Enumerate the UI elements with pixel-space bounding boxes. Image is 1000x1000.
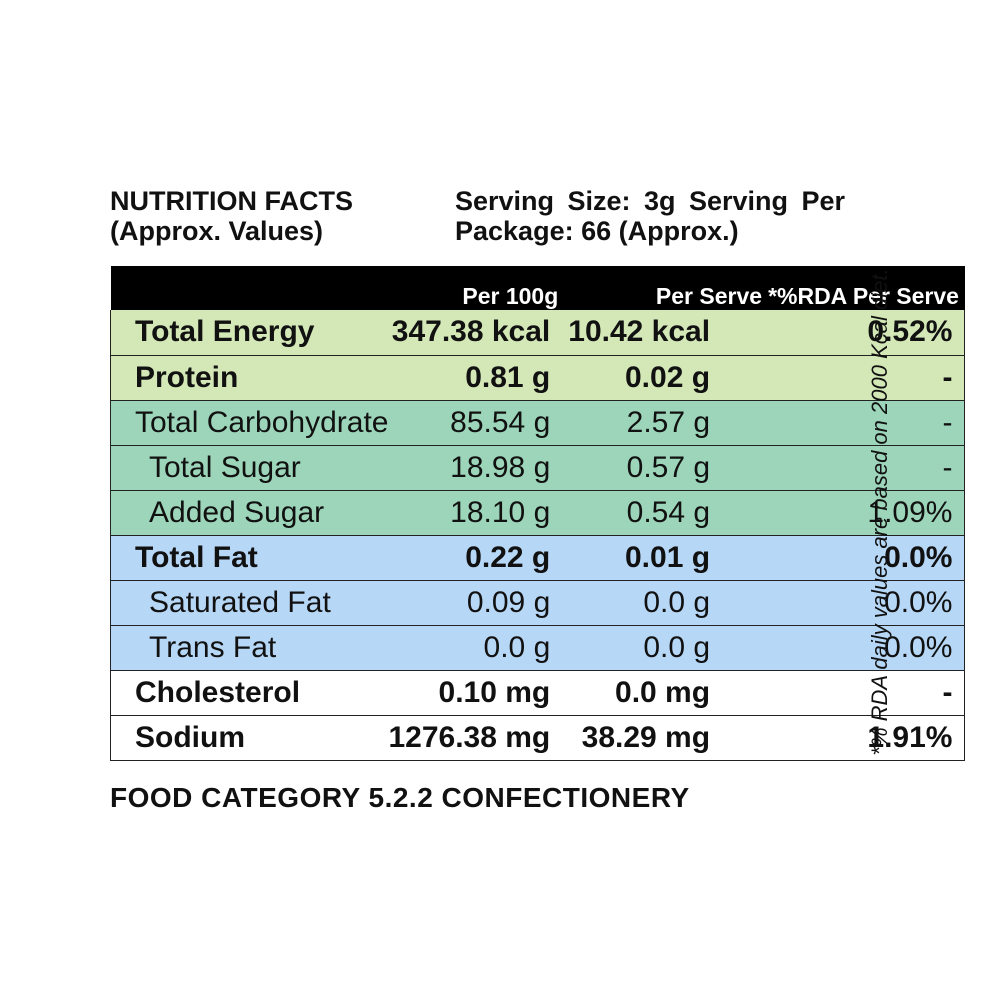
per-serve-value: 0.01 g bbox=[568, 535, 769, 581]
per-100g-value: 0.22 g bbox=[388, 535, 569, 581]
per-serve-value: 0.54 g bbox=[568, 490, 769, 536]
table-row-trans-fat: Trans Fat 0.0 g 0.0 g 0.0% bbox=[110, 625, 966, 671]
nutrition-title: NUTRITION FACTS bbox=[110, 186, 353, 216]
rda-value: - bbox=[768, 445, 966, 491]
per-serve-value: 10.42 kcal bbox=[568, 310, 769, 356]
nutrition-table: Per 100g Per Serve *%RDA Per Serve Total… bbox=[110, 266, 966, 761]
per-100g-value: 0.81 g bbox=[388, 355, 569, 401]
food-category-label: FOOD CATEGORY 5.2.2 CONFECTIONERY bbox=[110, 782, 690, 813]
per-serve-value: 0.02 g bbox=[568, 355, 769, 401]
rda-value: - bbox=[768, 355, 966, 401]
per-100g-value: 1276.38 mg bbox=[388, 715, 569, 761]
nutrient-name: Total Carbohydrate bbox=[110, 400, 389, 446]
table-row-protein: Protein 0.81 g 0.02 g - bbox=[110, 355, 966, 401]
per-100g-value: 0.0 g bbox=[388, 625, 569, 671]
nutrient-name: Trans Fat bbox=[110, 625, 389, 671]
nutrient-name: Protein bbox=[110, 355, 389, 401]
table-row-sodium: Sodium 1276.38 mg 38.29 mg 1.91% bbox=[110, 715, 966, 761]
column-header-per-100g: Per 100g bbox=[388, 266, 569, 310]
nutrient-name: Saturated Fat bbox=[110, 580, 389, 626]
nutrient-name: Total Fat bbox=[110, 535, 389, 581]
per-serve-value: 0.0 g bbox=[568, 625, 769, 671]
rda-value: 0.0% bbox=[768, 535, 966, 581]
column-header-rda: *%RDA Per Serve bbox=[768, 266, 965, 310]
per-serve-value: 0.0 g bbox=[568, 580, 769, 626]
per-100g-value: 85.54 g bbox=[388, 400, 569, 446]
table-row-total-carbohydrate: Total Carbohydrate 85.54 g 2.57 g - bbox=[110, 400, 966, 446]
table-row-saturated-fat: Saturated Fat 0.09 g 0.0 g 0.0% bbox=[110, 580, 966, 626]
rda-footnote: *% RDA daily values are based on 2000 Kc… bbox=[867, 268, 892, 756]
per-100g-value: 0.09 g bbox=[388, 580, 569, 626]
nutrition-title-block: NUTRITION FACTS (Approx. Values) bbox=[110, 186, 430, 246]
nutrient-name: Sodium bbox=[110, 715, 389, 761]
rda-value: 1.09% bbox=[768, 490, 966, 536]
per-100g-value: 347.38 kcal bbox=[388, 310, 569, 356]
approx-values-label: (Approx. Values) bbox=[110, 216, 324, 246]
per-100g-value: 18.98 g bbox=[388, 445, 569, 491]
table-header-row: Per 100g Per Serve *%RDA Per Serve bbox=[110, 266, 965, 310]
nutrient-name: Added Sugar bbox=[110, 490, 389, 536]
table-row-cholesterol: Cholesterol 0.10 mg 0.0 mg - bbox=[110, 670, 966, 716]
nutrient-name: Cholesterol bbox=[110, 670, 389, 716]
per-100g-value: 18.10 g bbox=[388, 490, 569, 536]
column-header-nutrient bbox=[110, 266, 389, 310]
servings-per-package-text: Package: 66 (Approx.) bbox=[455, 216, 739, 246]
rda-value: 0.52% bbox=[768, 310, 966, 356]
per-100g-value: 0.10 mg bbox=[388, 670, 569, 716]
rda-value: 1.91% bbox=[768, 715, 966, 761]
per-serve-value: 38.29 mg bbox=[568, 715, 769, 761]
per-serve-value: 0.57 g bbox=[568, 445, 769, 491]
column-header-per-serve: Per Serve bbox=[568, 266, 769, 310]
rda-value: - bbox=[768, 400, 966, 446]
rda-value: 0.0% bbox=[768, 580, 966, 626]
table-row-total-energy: Total Energy 347.38 kcal 10.42 kcal 0.52… bbox=[110, 310, 966, 356]
serving-size-text: Serving Size: 3g Serving Per bbox=[455, 186, 845, 216]
rda-value: 0.0% bbox=[768, 625, 966, 671]
table-row-total-fat: Total Fat 0.22 g 0.01 g 0.0% bbox=[110, 535, 966, 581]
per-serve-value: 0.0 mg bbox=[568, 670, 769, 716]
nutrient-name: Total Energy bbox=[110, 310, 389, 356]
nutrient-name: Total Sugar bbox=[110, 445, 389, 491]
serving-info-block: Serving Size: 3g Serving Per Package: 66… bbox=[455, 186, 845, 246]
table-row-total-sugar: Total Sugar 18.98 g 0.57 g - bbox=[110, 445, 966, 491]
table-row-added-sugar: Added Sugar 18.10 g 0.54 g 1.09% bbox=[110, 490, 966, 536]
per-serve-value: 2.57 g bbox=[568, 400, 769, 446]
rda-value: - bbox=[768, 670, 966, 716]
